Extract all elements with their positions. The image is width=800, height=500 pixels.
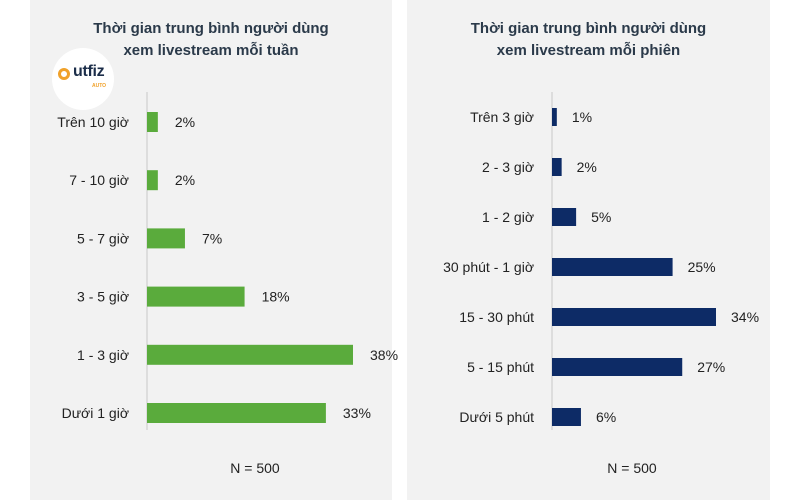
bar	[147, 403, 326, 423]
bar	[147, 344, 353, 365]
sample-size-note: N = 500	[607, 460, 657, 476]
bar	[552, 108, 557, 126]
chart-panel-session: Thời gian trung bình người dùng xem live…	[407, 0, 770, 500]
value-label: 25%	[688, 259, 716, 275]
category-label: Dưới 1 giờ	[62, 405, 129, 421]
bar	[147, 112, 158, 132]
category-label: 1 - 2 giờ	[482, 209, 534, 225]
bar	[552, 208, 577, 226]
category-label: Dưới 5 phút	[459, 409, 534, 425]
value-label: 18%	[262, 289, 290, 305]
bar	[552, 408, 581, 426]
bar	[552, 308, 716, 326]
bar	[552, 258, 673, 276]
category-label: Trên 3 giờ	[470, 109, 534, 125]
category-label: 5 - 15 phút	[467, 359, 534, 375]
value-label: 5%	[591, 209, 611, 225]
logo-ring-icon	[58, 68, 70, 80]
value-label: 27%	[697, 359, 725, 375]
category-label: 1 - 3 giờ	[77, 347, 129, 363]
value-label: 2%	[175, 172, 195, 188]
sample-size-note: N = 500	[230, 460, 280, 476]
chart-panel-weekly: Thời gian trung bình người dùng xem live…	[30, 0, 398, 500]
category-label: 2 - 3 giờ	[482, 159, 534, 175]
category-label: 7 - 10 giờ	[69, 172, 129, 188]
chart-title-line-2: xem livestream mỗi tuần	[123, 42, 299, 59]
value-label: 2%	[175, 114, 195, 130]
category-label: 30 phút - 1 giờ	[443, 259, 534, 275]
value-label: 2%	[577, 159, 597, 175]
chart-title-line-1: Thời gian trung bình người dùng	[470, 20, 707, 37]
value-label: 7%	[202, 230, 222, 246]
value-label: 6%	[596, 409, 616, 425]
chart-title-weekly: Thời gian trung bình người dùng xem live…	[30, 18, 392, 62]
value-label: 34%	[731, 309, 759, 325]
category-label: 5 - 7 giờ	[77, 230, 129, 246]
bar	[552, 358, 683, 376]
category-label: 15 - 30 phút	[459, 309, 534, 325]
bar	[147, 228, 185, 249]
category-label: Trên 10 giờ	[57, 114, 129, 130]
bar-chart-weekly: Trên 10 giờ 2% 7 - 10 giờ 2% 5 - 7 giờ 7% 3 - …	[57, 92, 398, 476]
value-label: 1%	[572, 109, 592, 125]
bar	[147, 170, 158, 191]
value-label: 38%	[370, 347, 398, 363]
chart-title-line-1: Thời gian trung bình người dùng	[93, 20, 329, 37]
bar	[552, 158, 562, 176]
chart-title-session: Thời gian trung bình người dùng xem live…	[407, 18, 770, 62]
category-label: 3 - 5 giờ	[77, 289, 129, 305]
value-label: 33%	[343, 405, 371, 421]
logo-text: utfiz	[73, 63, 105, 80]
bar-chart-session: Trên 3 giờ 1% 2 - 3 giờ 2% 1 - 2 giờ 5% 30 phú…	[443, 92, 759, 476]
chart-title-line-2: xem livestream mỗi phiên	[496, 42, 681, 59]
logo-subtext: AUTO	[92, 83, 107, 89]
bar	[147, 286, 245, 307]
brand-logo: utfiz AUTO	[52, 48, 114, 110]
